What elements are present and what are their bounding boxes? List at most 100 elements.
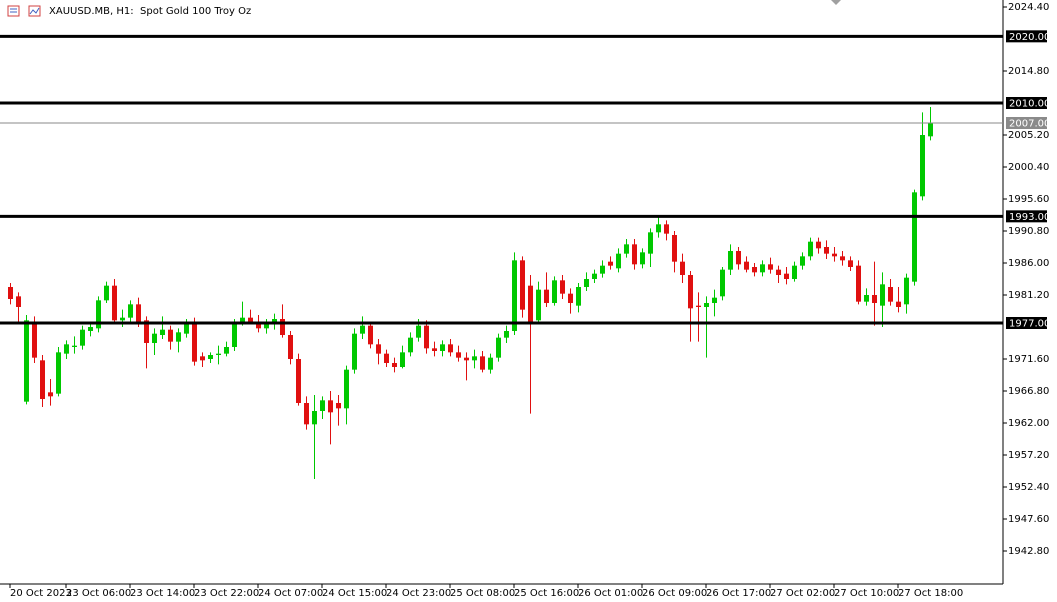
candle-body [432,348,437,351]
candle-body [504,331,509,338]
price-level-label: 2007.00 [1009,119,1050,130]
candle-body [56,352,61,394]
candle-body [904,277,909,305]
y-tick-label: 1995.60 [1008,194,1049,205]
y-tick-label: 1981.20 [1008,290,1049,301]
icon-line [29,7,40,15]
candle-body [776,269,781,275]
candle-body [512,260,517,331]
candle-body [360,325,365,334]
candle-body [696,305,701,307]
candle-body [16,296,21,307]
candle-body [256,321,261,329]
candle-body [232,323,237,347]
candle-body [600,265,605,274]
candle-body [280,319,285,335]
candle-body [824,247,829,254]
candle-body [24,320,29,402]
candle-body [88,327,93,331]
candle-body [400,352,405,367]
y-tick-label: 1986.00 [1008,258,1049,269]
x-tick-label: 20 Oct 2023 [10,588,72,599]
y-tick-label: 1947.60 [1008,514,1049,525]
candle-body [304,403,309,425]
candle-body [216,353,221,355]
candle-body [712,297,717,303]
candle-body [800,256,805,266]
candle-body [344,369,349,409]
x-tick-label: 24 Oct 23:00 [386,588,451,599]
candle-body [8,287,13,299]
candle-body [192,323,197,362]
candle-body [416,325,421,338]
candle-body [608,261,613,266]
candle-body [464,357,469,361]
candle-body [320,400,325,411]
x-tick-label: 26 Oct 01:00 [578,588,643,599]
y-tick-label: 2024.40 [1008,2,1049,13]
candle-body [736,251,741,265]
icon [28,5,41,17]
x-tick-label: 23 Oct 14:00 [130,588,195,599]
x-tick-label: 23 Oct 06:00 [66,588,131,599]
candle-body [856,265,861,302]
candle-body [176,332,181,342]
symbol-icons [7,5,41,17]
candle-body [352,333,357,370]
candle-body [128,304,133,318]
candle-body [168,329,173,342]
candle-body [184,321,189,334]
candle-body [752,267,757,273]
candle-body [920,135,925,197]
candle-body [680,261,685,275]
candle-body [744,261,749,270]
x-tick-label: 26 Oct 17:00 [706,588,771,599]
price-level-label: 2020.00 [1009,32,1050,43]
candle-body [224,347,229,354]
candle-body [376,344,381,354]
candle-body [208,355,213,359]
candle-body [536,289,541,321]
candle-body [488,357,493,370]
candle-body [576,287,581,306]
candle-body [408,337,413,353]
candle-body [872,295,877,303]
candle-body [264,324,269,329]
price-level-label: 2010.00 [1009,99,1050,110]
chart-title: XAUUSD.MB, H1: Spot Gold 100 Troy Oz [49,6,251,17]
candle-body [792,265,797,279]
y-tick-label: 1962.00 [1008,418,1049,429]
candle-body [368,325,373,345]
y-tick-label: 1957.20 [1008,450,1049,461]
candle-body [336,403,341,409]
candle-body [288,335,293,359]
price-level-tag [1006,117,1047,129]
candle-body [448,344,453,353]
x-tick-label: 27 Oct 10:00 [834,588,899,599]
candle-body [120,317,125,321]
candle-body [568,293,573,303]
candle-body [552,280,557,303]
candle-body [784,273,789,279]
candle-body [456,352,461,358]
candle-body [160,329,165,335]
candle-body [616,253,621,269]
candle-body [672,235,677,262]
candle-body [624,244,629,254]
candle-body [864,295,869,302]
candle-body [808,241,813,257]
y-tick-label: 1942.80 [1008,546,1049,557]
candle-body [248,317,253,322]
candle-body [816,241,821,249]
candle-body [760,264,765,273]
candle-body [480,356,485,370]
candle-body [632,244,637,265]
y-tick-label: 1990.80 [1008,226,1049,237]
candle-body [384,353,389,363]
x-tick-label: 27 Oct 02:00 [770,588,835,599]
candle-body [144,320,149,343]
y-tick-label: 1952.40 [1008,482,1049,493]
candle-body [888,287,893,302]
candle-body [520,260,525,310]
candle-body [496,337,501,358]
